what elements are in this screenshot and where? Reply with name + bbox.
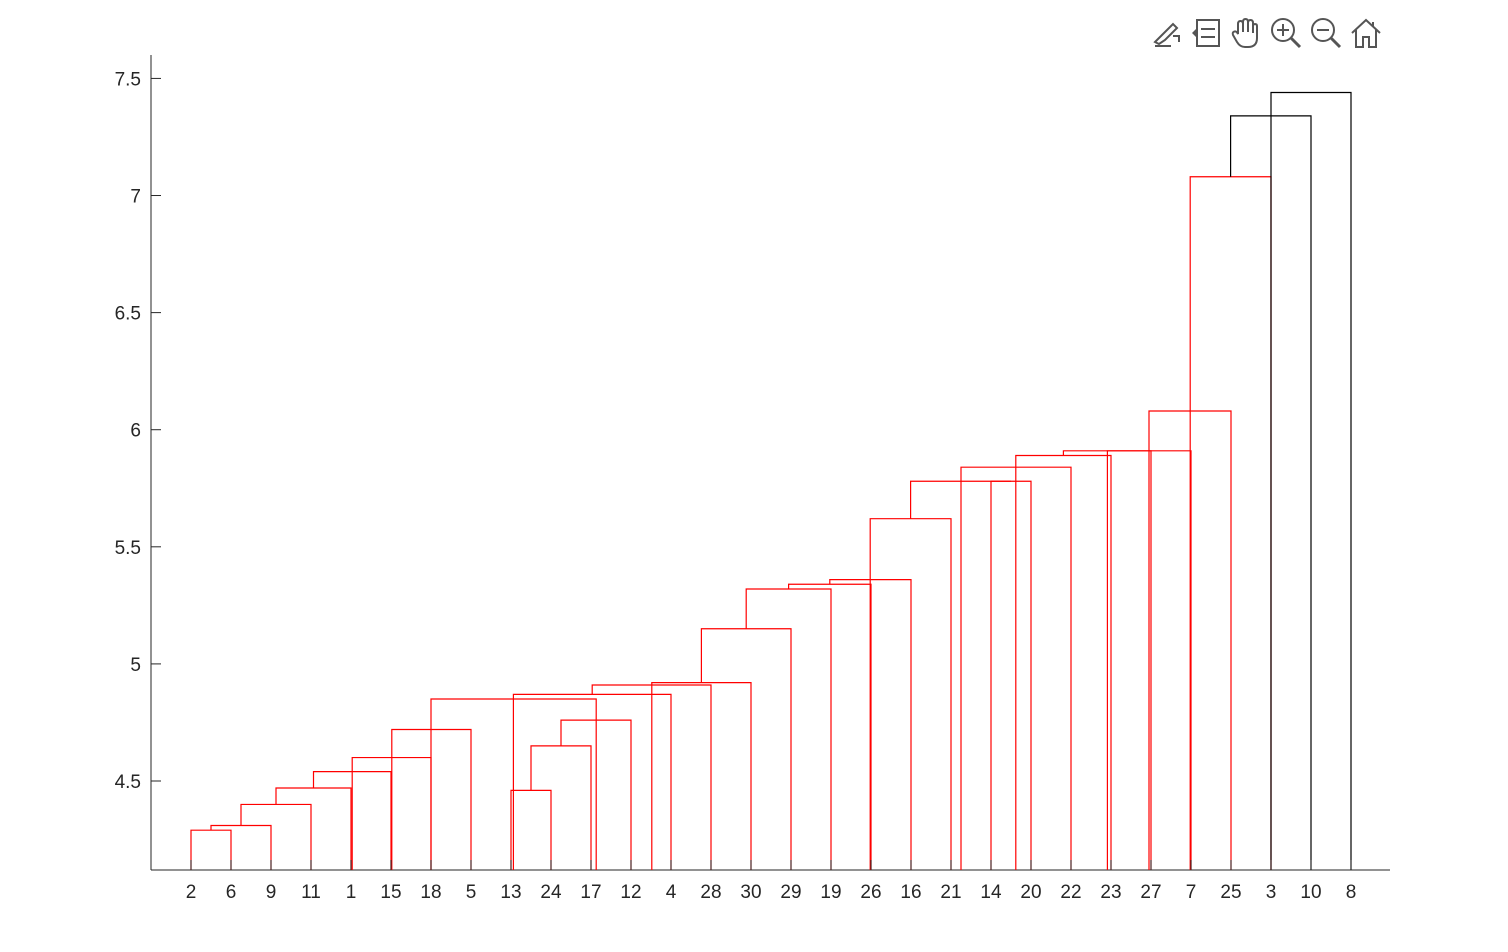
zoom-out-icon: [1311, 18, 1342, 49]
x-tick-label: 3: [1266, 882, 1277, 903]
data-tips-icon: [1192, 19, 1220, 47]
dendrogram-links: [190, 91, 1352, 870]
x-tick-label: 8: [1346, 882, 1357, 903]
pan-button[interactable]: [1228, 14, 1264, 52]
x-tick-label: 29: [780, 882, 801, 903]
y-tick-label: 7.5: [115, 69, 141, 90]
dendrogram-link: [1015, 454, 1112, 870]
x-tick-label: 6: [226, 882, 237, 903]
x-tick-label: 19: [820, 882, 841, 903]
x-tick-label: 27: [1140, 882, 1161, 903]
dendrogram-link: [651, 682, 752, 870]
x-tick-label: 24: [540, 882, 562, 903]
dendrogram-link: [530, 745, 592, 870]
dendrogram-link: [910, 480, 1011, 519]
y-tick-label: 5: [130, 655, 141, 676]
dendrogram-link: [990, 480, 1032, 870]
x-tick-label: 23: [1100, 882, 1121, 903]
data-tips-button[interactable]: [1188, 14, 1224, 52]
x-tick-label: 7: [1186, 882, 1197, 903]
x-tick-label: 25: [1220, 882, 1241, 903]
dendrogram-link: [240, 803, 312, 870]
x-tick-label: 22: [1060, 882, 1081, 903]
x-tick-label: 17: [580, 882, 601, 903]
zoom-in-icon: [1271, 18, 1302, 49]
axes: [150, 55, 1390, 871]
x-tick-label: 26: [860, 882, 881, 903]
home-button[interactable]: [1348, 14, 1384, 52]
home-icon: [1351, 18, 1381, 48]
dendrogram-link: [190, 829, 232, 870]
dendrogram-link: [210, 824, 272, 870]
brush-data-icon: [1153, 22, 1180, 47]
x-tick-label: 12: [620, 882, 641, 903]
brush-data-button[interactable]: [1148, 14, 1184, 52]
dendrogram-link: [510, 789, 552, 870]
y-tick-label: 5.5: [115, 538, 141, 559]
x-tick-label: 1: [346, 882, 357, 903]
zoom-out-button[interactable]: [1308, 14, 1344, 52]
pan-icon: [1231, 17, 1258, 48]
y-tick-label: 4.5: [115, 772, 141, 793]
dendrogram-link: [1270, 91, 1352, 870]
dendrogram-link: [700, 628, 792, 870]
dendrogram-link: [745, 588, 832, 870]
x-tick-label: 15: [380, 882, 401, 903]
x-tick-label: 10: [1300, 882, 1321, 903]
x-tick-label: 21: [940, 882, 961, 903]
x-tick-label: 11: [301, 882, 321, 903]
x-tick-label: 14: [980, 882, 1002, 903]
x-tick-label: 9: [266, 882, 277, 903]
x-tick-label: 13: [500, 882, 521, 903]
dendrogram-link: [788, 583, 872, 870]
y-tick-label: 6: [130, 421, 141, 442]
y-tick-label: 7: [130, 187, 141, 208]
x-tick-label: 2: [186, 882, 197, 903]
x-tick-label: 30: [740, 882, 761, 903]
y-tick-label: 6.5: [115, 304, 141, 325]
axes-toolbar: [1148, 14, 1384, 54]
x-tick-label: 5: [466, 882, 477, 903]
x-tick-label: 18: [420, 882, 441, 903]
x-tick-label: 16: [900, 882, 921, 903]
x-tick-label: 28: [700, 882, 721, 903]
dendrogram-link: [869, 518, 952, 870]
dendrogram-link: [275, 787, 352, 870]
zoom-in-button[interactable]: [1268, 14, 1304, 52]
x-axis-ticks: 2 6 9 11 1 15 18 5 13 24 17 12 4 28 30 29 19 26 16 21 14 20 22…: [186, 860, 1357, 903]
x-tick-label: 20: [1020, 882, 1041, 903]
y-axis-ticks: 4.5 5 5.5 6 6.5 7 7.5: [115, 69, 161, 793]
x-tick-label: 4: [666, 882, 677, 903]
